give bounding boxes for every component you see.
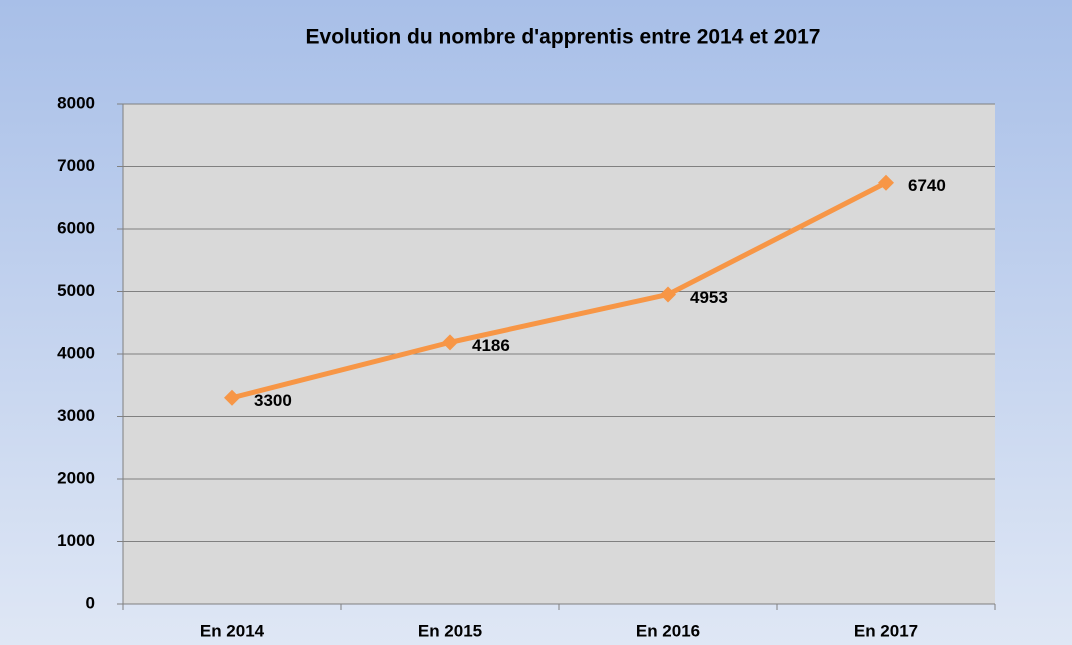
y-tick-label: 1000 (57, 531, 95, 550)
point-marker (224, 389, 240, 406)
y-tick-label: 8000 (57, 93, 95, 112)
data-label: 4953 (690, 288, 728, 307)
x-tick-label: En 2015 (418, 621, 482, 640)
data-label: 6740 (908, 176, 946, 195)
y-tick-label: 4000 (57, 343, 95, 362)
y-tick-label: 0 (86, 593, 95, 612)
y-tick-label: 3000 (57, 406, 95, 425)
chart-title: Evolution du nombre d'apprentis entre 20… (306, 26, 821, 49)
data-label: 4186 (472, 336, 510, 355)
series-line (231, 180, 888, 401)
data-label: 3300 (254, 391, 292, 410)
y-tick-label: 7000 (57, 156, 95, 175)
point-marker (442, 334, 458, 351)
y-tick-label: 2000 (57, 468, 95, 487)
x-tick-label: En 2014 (200, 621, 265, 640)
point-marker (878, 174, 894, 191)
x-tick-label: En 2017 (854, 621, 918, 640)
point-marker (660, 286, 676, 303)
y-tick-label: 5000 (57, 281, 95, 300)
y-tick-label: 6000 (57, 218, 95, 237)
x-tick-label: En 2016 (636, 621, 700, 640)
